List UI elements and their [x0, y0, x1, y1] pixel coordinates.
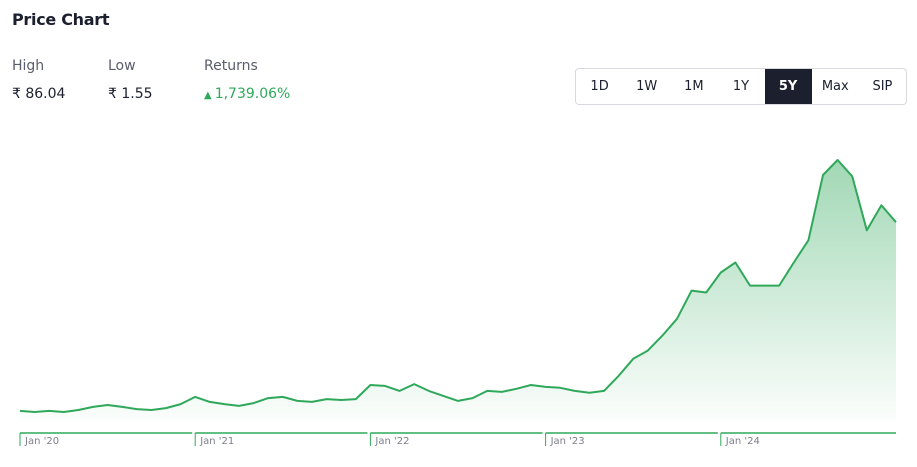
area [20, 160, 896, 420]
range-button[interactable]: 1M [684, 79, 704, 94]
title: Price Chart [12, 10, 110, 29]
price-line [19, 159, 897, 413]
x-tick-label: Jan '23 [550, 436, 585, 447]
stat-value: ₹ 86.04 [12, 86, 66, 102]
range-button[interactable]: SIP [872, 79, 893, 94]
range-button[interactable]: 5Y [764, 69, 812, 104]
stat-low: Low ₹ 1.55 [108, 58, 153, 102]
x-tick-label: Jan '21 [199, 436, 234, 447]
range-button[interactable]: Max [821, 79, 849, 94]
stat-returns: Returns ▲ 1,739.06% [204, 58, 290, 102]
x-tick-label: Jan '22 [374, 436, 409, 447]
stat-value: ▲ 1,739.06% [204, 86, 290, 102]
range-button[interactable]: 1W [636, 79, 658, 94]
stat-label: Low [108, 58, 136, 74]
range-button[interactable]: 1D [590, 79, 609, 94]
returns-value: 1,739.06% [214, 86, 291, 102]
stat-label: Returns [204, 58, 258, 74]
range-button[interactable]: 1Y [732, 79, 750, 94]
stat-label: High [12, 58, 45, 74]
x-tick-label: Jan '24 [725, 436, 760, 447]
up-arrow: ▲ [204, 90, 212, 101]
x-tick-label: Jan '20 [24, 436, 59, 447]
range-selector: 1D 1W 1M 1Y 5Y Max SIP [575, 68, 907, 105]
stat-value: ₹ 1.55 [108, 86, 153, 102]
stat-high: High ₹ 86.04 [12, 58, 65, 102]
